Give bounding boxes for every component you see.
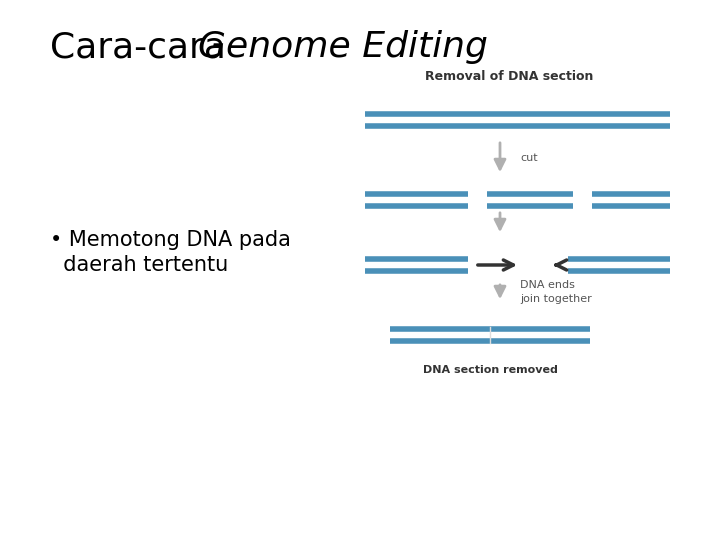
Text: Genome Editing: Genome Editing [198, 30, 488, 64]
Text: cut: cut [520, 153, 538, 163]
Text: DNA ends
join together: DNA ends join together [520, 280, 592, 303]
Text: Removal of DNA section: Removal of DNA section [425, 70, 593, 83]
Text: Cara-cara: Cara-cara [50, 30, 238, 64]
Text: daerah tertentu: daerah tertentu [50, 255, 228, 275]
Text: • Memotong DNA pada: • Memotong DNA pada [50, 230, 291, 250]
Text: DNA section removed: DNA section removed [423, 365, 557, 375]
